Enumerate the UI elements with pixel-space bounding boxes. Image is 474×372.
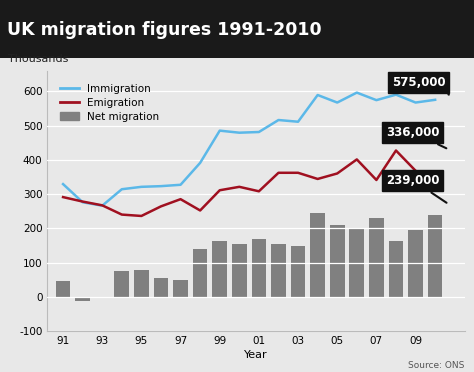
Bar [173,280,188,297]
Bar [154,278,168,297]
Bar [408,230,423,297]
Bar [310,213,325,297]
Bar [291,246,305,297]
Text: 336,000: 336,000 [386,126,447,148]
Text: Source: ONS: Source: ONS [408,361,465,370]
Legend: Immigration, Emigration, Net migration: Immigration, Emigration, Net migration [57,81,162,125]
Bar [56,281,71,297]
Bar [193,249,208,297]
Bar [232,244,246,297]
Bar [428,215,443,297]
Bar [349,229,364,297]
Bar [369,218,384,297]
Bar [389,241,403,297]
Bar [134,270,149,297]
Bar [330,225,345,297]
Bar [252,238,266,297]
X-axis label: Year: Year [244,350,268,360]
Text: 239,000: 239,000 [386,174,447,203]
Bar [212,241,227,297]
Text: 575,000: 575,000 [392,76,449,94]
Text: Thousands: Thousands [8,54,68,64]
Text: UK migration figures 1991-2010: UK migration figures 1991-2010 [7,21,322,39]
Bar [115,271,129,297]
Bar [75,297,90,301]
Bar [271,244,286,297]
